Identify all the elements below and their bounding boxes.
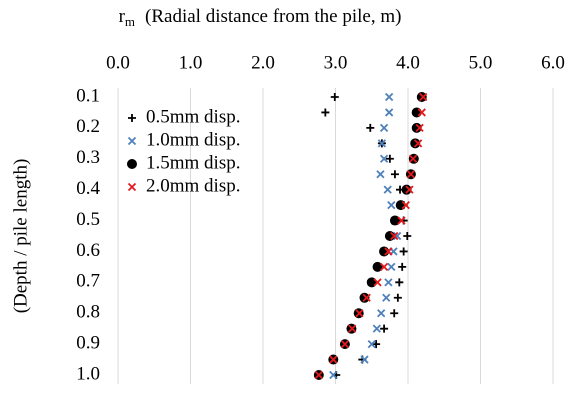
y-tick-label: 0.3 <box>76 147 100 168</box>
x-tick-label: 0.0 <box>106 52 130 73</box>
point <box>416 92 427 102</box>
point <box>373 278 382 287</box>
x-axis-text: (Radial distance from the pile, m) <box>145 6 401 27</box>
point <box>408 154 418 163</box>
point <box>411 107 422 118</box>
point <box>384 247 393 256</box>
legend: 0.5mm disp.1.0mm disp.1.5mm disp.2.0mm d… <box>146 106 240 196</box>
x-axis-subscript: m <box>125 14 135 29</box>
point <box>372 261 383 272</box>
point <box>379 123 389 133</box>
legend-marker <box>127 136 137 146</box>
point <box>403 232 412 240</box>
point <box>330 93 339 101</box>
point <box>385 108 394 117</box>
y-tick-label: 0.5 <box>76 209 100 230</box>
point <box>390 309 399 318</box>
point <box>359 292 370 303</box>
point <box>397 216 406 225</box>
point <box>372 324 381 333</box>
legend-label: 0.5mm disp. <box>146 106 240 127</box>
point <box>393 293 402 302</box>
point <box>380 324 389 333</box>
point <box>379 262 389 272</box>
x-tick-label: 5.0 <box>469 52 493 73</box>
x-tick-label: 3.0 <box>324 52 348 73</box>
point <box>419 92 428 102</box>
point <box>372 340 381 349</box>
point <box>360 355 369 364</box>
point <box>389 215 400 226</box>
point <box>366 123 375 132</box>
point <box>410 138 421 149</box>
y-tick-label: 0.2 <box>76 116 100 137</box>
point <box>340 339 350 349</box>
point <box>377 309 386 318</box>
y-axis-title: (Depth / pile length) <box>10 159 31 314</box>
legend-marker <box>127 159 137 169</box>
point <box>385 92 394 102</box>
point <box>392 231 402 241</box>
point <box>390 231 399 241</box>
point <box>385 154 394 163</box>
point <box>417 108 426 117</box>
point <box>387 200 396 210</box>
y-tick-label: 0.4 <box>76 178 100 199</box>
x-tick-label: 2.0 <box>251 52 275 73</box>
x-axis-symbol: r <box>119 6 126 27</box>
point <box>395 278 404 287</box>
point <box>405 185 414 194</box>
y-tick-label: 0.7 <box>76 271 100 292</box>
point <box>377 139 387 148</box>
y-tick-label: 0.6 <box>76 240 100 261</box>
x-tick-label: 4.0 <box>396 52 420 73</box>
x-axis-title: rm (Radial distance from the pile, m) <box>119 6 402 29</box>
point <box>355 309 364 318</box>
point <box>395 200 406 211</box>
y-tick-label: 0.8 <box>76 302 100 323</box>
x-tick-label: 6.0 <box>541 52 565 73</box>
point <box>348 324 357 333</box>
point <box>401 184 412 195</box>
x-tick-label: 1.0 <box>179 52 203 73</box>
y-tick-label: 0.9 <box>76 332 100 353</box>
legend-label: 1.0mm disp. <box>146 129 240 150</box>
point <box>367 339 376 349</box>
point <box>321 108 330 117</box>
y-tick-label: 1.0 <box>76 363 100 384</box>
legend-marker <box>128 114 136 122</box>
legend-label: 1.5mm disp. <box>146 152 240 173</box>
point <box>415 123 424 133</box>
point <box>384 278 393 287</box>
point <box>329 355 338 364</box>
point <box>406 170 416 179</box>
point <box>379 154 389 163</box>
point <box>401 200 410 210</box>
point <box>398 262 407 271</box>
point <box>329 370 338 380</box>
point <box>314 370 323 380</box>
point <box>390 170 399 179</box>
legend-marker <box>127 182 137 192</box>
y-tick-label: 0.1 <box>76 85 100 106</box>
point <box>376 170 385 179</box>
point <box>411 122 422 133</box>
point <box>399 247 408 256</box>
point <box>387 262 396 272</box>
point <box>383 185 392 194</box>
legend-label: 2.0mm disp. <box>146 175 240 196</box>
point <box>382 293 391 302</box>
point <box>362 293 371 302</box>
point <box>414 139 423 148</box>
